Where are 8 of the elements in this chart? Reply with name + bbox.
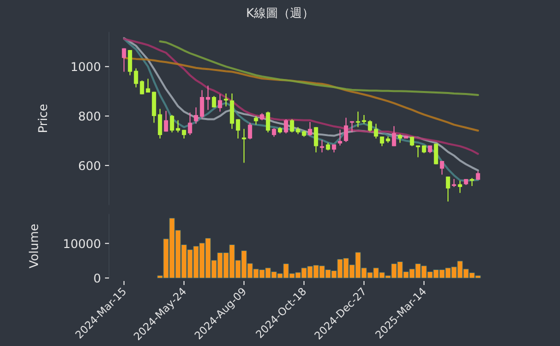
ylabel: Price [36, 104, 50, 134]
ytick-label: 800 [78, 110, 101, 124]
ytick-label: 600 [78, 158, 101, 173]
ytick-label: 1000 [70, 60, 101, 74]
ylabel: Volume [27, 224, 41, 268]
ytick-label: 0 [93, 272, 101, 286]
title: K線圖（週） [246, 6, 314, 20]
ytick-label: 10000 [62, 236, 101, 251]
